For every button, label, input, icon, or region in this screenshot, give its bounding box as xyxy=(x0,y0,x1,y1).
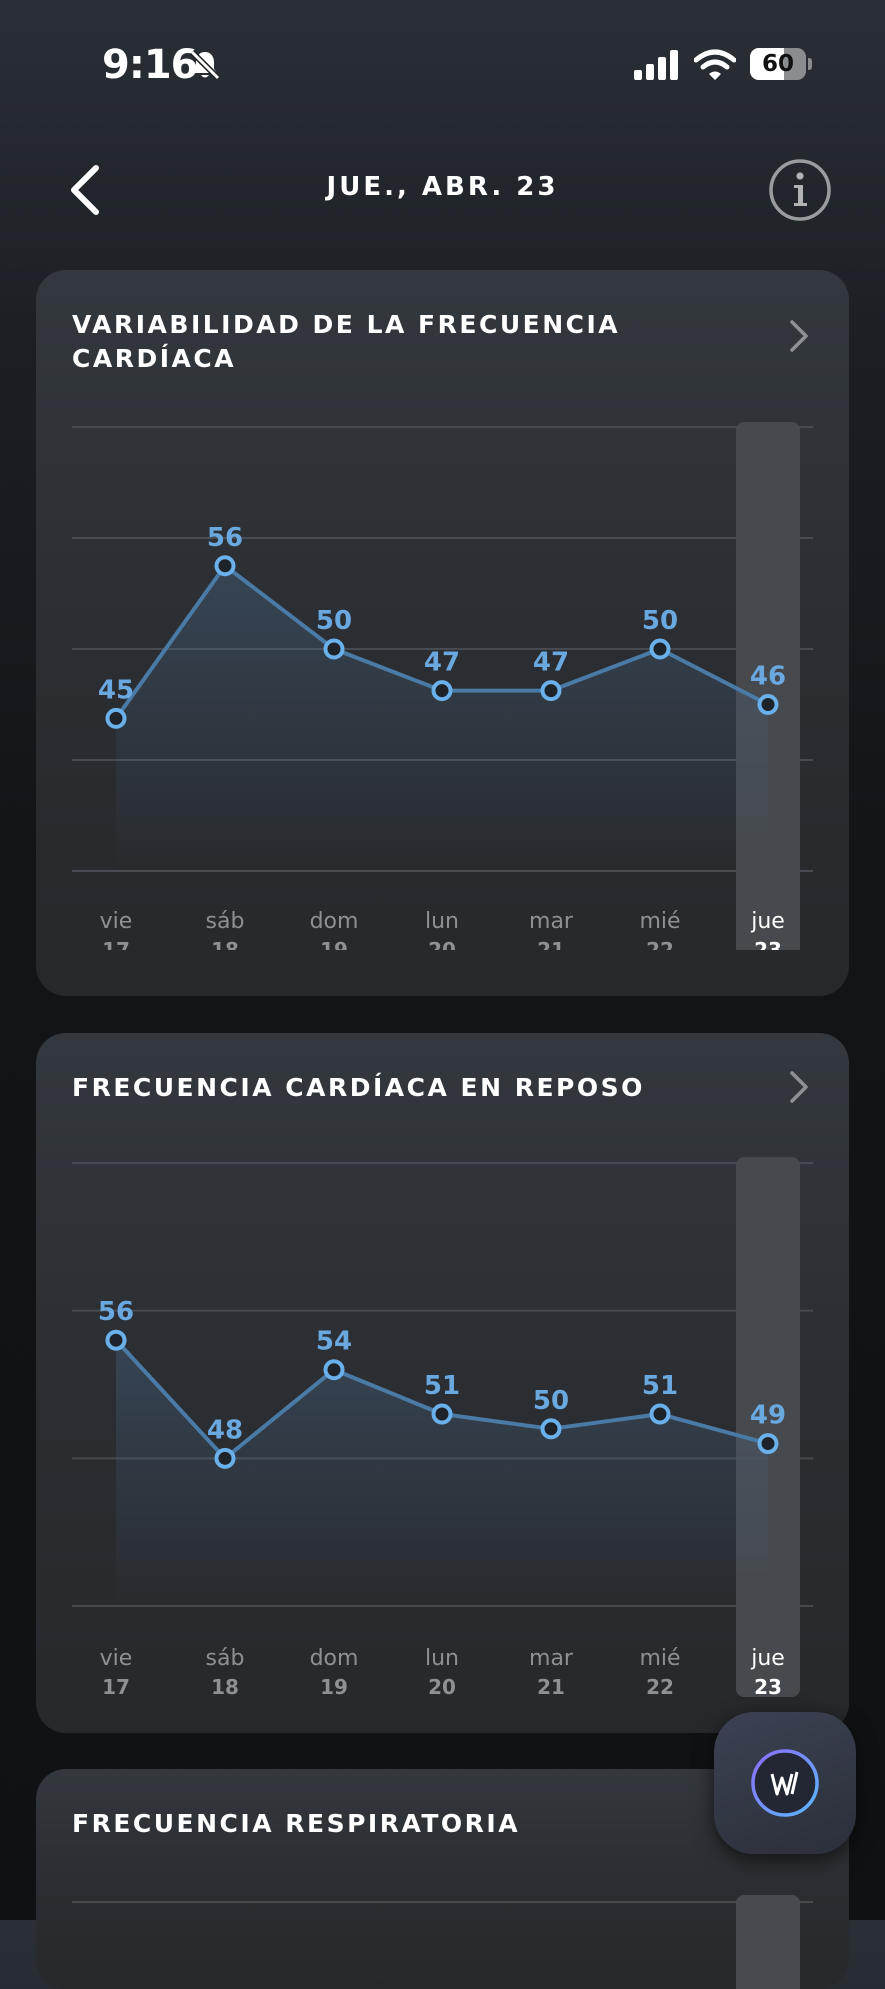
coach-fab-button[interactable] xyxy=(714,1712,856,1854)
status-time: 9:16 xyxy=(102,42,198,88)
info-icon[interactable] xyxy=(768,158,832,222)
wifi-icon xyxy=(694,49,736,80)
data-label: 50 xyxy=(642,606,678,636)
series-area xyxy=(116,565,768,871)
x-tick-day: mar xyxy=(529,909,574,934)
x-tick-day: vie xyxy=(100,1646,133,1671)
data-label: 47 xyxy=(533,648,569,678)
data-point xyxy=(105,1329,127,1351)
data-point xyxy=(214,1447,236,1469)
x-tick-day: jue xyxy=(750,909,785,934)
data-point xyxy=(649,638,671,660)
resting-hr-card[interactable]: FRECUENCIA CARDÍACA EN REPOSO 56 48 54 51 50… xyxy=(36,1033,849,1733)
data-point xyxy=(757,1433,779,1455)
data-label: 50 xyxy=(316,606,352,636)
data-label: 54 xyxy=(316,1327,352,1357)
x-tick-day: mié xyxy=(639,909,680,934)
x-tick-date: 18 xyxy=(211,1675,239,1699)
hrv-card[interactable]: VARIABILIDAD DE LA FRECUENCIA CARDÍACA 4… xyxy=(36,270,849,996)
hrv-card-title: VARIABILIDAD DE LA FRECUENCIA CARDÍACA xyxy=(72,310,621,373)
data-label: 56 xyxy=(207,523,243,553)
data-point xyxy=(431,680,453,702)
chevron-right-icon[interactable] xyxy=(787,318,811,354)
x-tick-date: 18 xyxy=(211,938,239,950)
x-tick-day: lun xyxy=(425,909,459,934)
data-label: 47 xyxy=(424,648,460,678)
back-chevron-icon[interactable] xyxy=(66,162,106,218)
page-title: JUE., ABR. 23 xyxy=(326,172,559,202)
x-tick-date: 17 xyxy=(102,938,130,950)
nav-header: JUE., ABR. 23 xyxy=(0,150,885,230)
resting-hr-chart: 56 48 54 51 50 51 49 vie 17 sáb 18 dom 19 lun 20 mar 21 m… xyxy=(72,1157,813,1699)
x-tick-day: mié xyxy=(639,1646,680,1671)
x-tick-day: dom xyxy=(310,1646,359,1671)
data-label: 46 xyxy=(750,662,786,692)
x-tick-day: dom xyxy=(310,909,359,934)
data-point xyxy=(431,1403,453,1425)
data-point xyxy=(757,694,779,715)
x-tick-date: 19 xyxy=(320,938,348,950)
x-tick-day: mar xyxy=(529,1646,574,1671)
x-tick-date: 23 xyxy=(754,938,782,950)
data-point xyxy=(540,1418,562,1440)
x-tick-date: 23 xyxy=(754,1675,782,1699)
data-point xyxy=(323,1359,345,1381)
data-label: 50 xyxy=(533,1386,569,1416)
data-label: 51 xyxy=(642,1371,678,1401)
x-tick-date: 22 xyxy=(646,1675,674,1699)
battery-icon: 60 xyxy=(750,48,812,80)
battery-fill xyxy=(750,48,784,80)
respiratory-rate-card-title: FRECUENCIA RESPIRATORIA xyxy=(72,1809,521,1838)
data-label: 48 xyxy=(207,1415,243,1445)
status-bar: 9:16 60 xyxy=(0,0,885,130)
data-label: 56 xyxy=(98,1297,134,1327)
bell-slash-icon xyxy=(189,49,221,81)
x-tick-day: lun xyxy=(425,1646,459,1671)
data-point xyxy=(214,555,236,577)
x-tick-day: sáb xyxy=(206,909,245,934)
data-point xyxy=(649,1403,671,1425)
highlight-column xyxy=(736,1895,800,1989)
data-label: 45 xyxy=(98,675,134,705)
x-tick-date: 17 xyxy=(102,1675,130,1699)
data-label: 49 xyxy=(750,1401,786,1431)
data-point xyxy=(540,680,562,702)
x-tick-date: 20 xyxy=(428,938,456,950)
hrv-chart: 45 56 50 47 47 50 46 vie 17 sáb 18 dom 19 lun 20 mar 21 m… xyxy=(72,422,813,950)
x-tick-day: jue xyxy=(750,1646,785,1671)
data-point xyxy=(323,638,345,660)
resting-hr-card-title: FRECUENCIA CARDÍACA EN REPOSO xyxy=(72,1073,645,1102)
series-area xyxy=(116,1340,768,1606)
data-label: 51 xyxy=(424,1371,460,1401)
cellular-signal-icon xyxy=(634,50,678,80)
whoop-logo-icon xyxy=(751,1749,819,1817)
x-tick-date: 20 xyxy=(428,1675,456,1699)
x-tick-date: 21 xyxy=(537,938,565,950)
data-point xyxy=(105,707,127,729)
x-tick-date: 22 xyxy=(646,938,674,950)
x-tick-day: sáb xyxy=(206,1646,245,1671)
x-tick-day: vie xyxy=(100,909,133,934)
x-tick-date: 21 xyxy=(537,1675,565,1699)
chevron-right-icon[interactable] xyxy=(787,1069,811,1105)
x-tick-date: 19 xyxy=(320,1675,348,1699)
battery-level: 60 xyxy=(761,51,794,77)
